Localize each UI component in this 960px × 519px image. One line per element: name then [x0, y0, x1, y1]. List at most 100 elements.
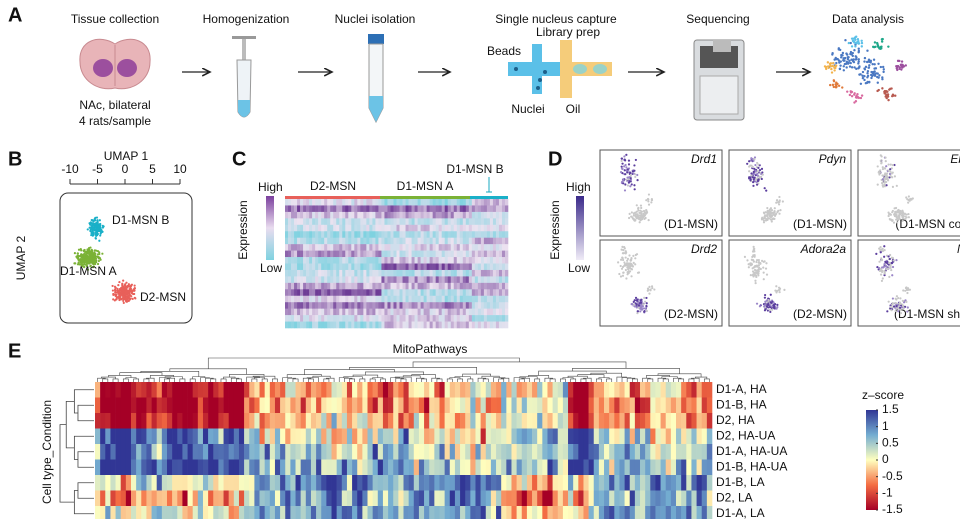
heatmap-cell [598, 382, 605, 398]
heatmap-cell [501, 295, 506, 303]
cloud-dot [846, 57, 850, 61]
heatmap-cell [670, 413, 677, 429]
heatmap-cell [285, 289, 289, 297]
heatmap-cell [321, 289, 325, 297]
heatmap-cell [202, 506, 209, 519]
heatmap-cell [192, 428, 199, 445]
heatmap-cell [259, 444, 265, 460]
umap-point [756, 169, 760, 173]
heatmap-cell [362, 459, 368, 476]
heatmap-cell [342, 295, 346, 303]
heatmap-cell [390, 199, 394, 206]
heatmap-cell [489, 257, 494, 264]
heatmap-cell [468, 276, 473, 284]
umap-point [622, 249, 625, 252]
heatmap-cell [542, 413, 548, 429]
umap-point [771, 214, 774, 217]
heatmap-cell [110, 459, 116, 476]
cloud-dot [849, 61, 852, 65]
heatmap-cell [387, 315, 391, 322]
umap-point [899, 302, 902, 306]
heatmap-cell [146, 397, 152, 414]
heatmap-cell [297, 263, 301, 271]
umap-point [643, 296, 646, 299]
heatmap-cell [324, 308, 328, 316]
umap-point [876, 265, 879, 269]
heatmap-cell [444, 315, 449, 322]
heatmap-cell [434, 428, 440, 445]
heatmap-cell [315, 289, 319, 297]
heatmap-cell [259, 475, 265, 491]
dendrogram-branch [498, 378, 505, 382]
umap-point [777, 288, 780, 292]
heatmap-cell [402, 199, 406, 206]
umap-point [91, 225, 94, 229]
umap-point [639, 299, 642, 302]
heatmap-cell [432, 211, 436, 219]
heatmap-cell [303, 199, 307, 206]
heatmap-cell [372, 257, 376, 264]
umap-point [639, 310, 642, 313]
heatmap-cell [381, 315, 385, 322]
umap-point [776, 305, 779, 309]
heatmap-cell [456, 237, 461, 245]
heatmap-cell [408, 413, 415, 429]
heatmap-cell [490, 382, 497, 398]
heatmap-cell [399, 199, 403, 206]
heatmap-cell [706, 475, 713, 491]
heatmap-cell [125, 413, 132, 429]
heatmap-cell [593, 475, 600, 491]
heatmap-cell [504, 269, 509, 277]
heatmap-cell [354, 308, 358, 316]
umap-point [623, 155, 626, 158]
row-label: D1-A, HA [716, 382, 767, 396]
heatmap-cell [408, 218, 412, 226]
heatmap-cell [115, 382, 122, 398]
heatmap-cell [363, 257, 367, 264]
heatmap-cell [294, 199, 298, 206]
umap-point [626, 176, 629, 179]
heatmap-cell [417, 199, 421, 206]
heatmap-cell [459, 282, 464, 290]
heatmap-cell [604, 413, 610, 429]
heatmap-cell [489, 276, 494, 284]
heatmap-cell [315, 308, 319, 316]
heatmap-cell [336, 250, 340, 258]
umap-point [891, 176, 894, 179]
heatmap-cell [327, 218, 331, 226]
heatmap-cell [384, 282, 388, 290]
heatmap-cell [264, 413, 271, 429]
heatmap-cell [146, 413, 152, 429]
umap-point [772, 301, 775, 304]
umap-point [755, 265, 759, 268]
umap-point [637, 301, 640, 304]
heatmap-cell [363, 237, 367, 245]
heatmap-cell [288, 199, 292, 206]
heatmap-cell [485, 506, 492, 519]
heatmap-cell [182, 382, 188, 398]
heatmap-cell [269, 459, 276, 476]
umap-point [619, 275, 623, 278]
heatmap-cell [474, 276, 479, 284]
heatmap-cell [676, 506, 682, 519]
heatmap-cell [306, 289, 310, 297]
dendrogram-branch [369, 378, 376, 382]
heatmap-cell [438, 269, 443, 277]
heatmap-cell [439, 397, 445, 414]
heatmap-cell [449, 475, 456, 491]
heatmap-cell [166, 382, 173, 398]
heatmap-cell [456, 199, 461, 206]
heatmap-cell [115, 506, 122, 519]
heatmap-cell [426, 205, 430, 213]
heatmap-cell [405, 237, 409, 245]
heatmap-cell [303, 237, 307, 245]
umap-point [620, 159, 623, 163]
heatmap-cell [297, 289, 301, 297]
heatmap-cell [357, 289, 361, 297]
heatmap-cell [120, 506, 127, 519]
heatmap-cell [321, 315, 325, 322]
axis-title: UMAP 2 [14, 235, 28, 280]
heatmap-cell [459, 244, 464, 251]
heatmap-cell [384, 269, 388, 277]
heatmap-cell [441, 224, 446, 232]
